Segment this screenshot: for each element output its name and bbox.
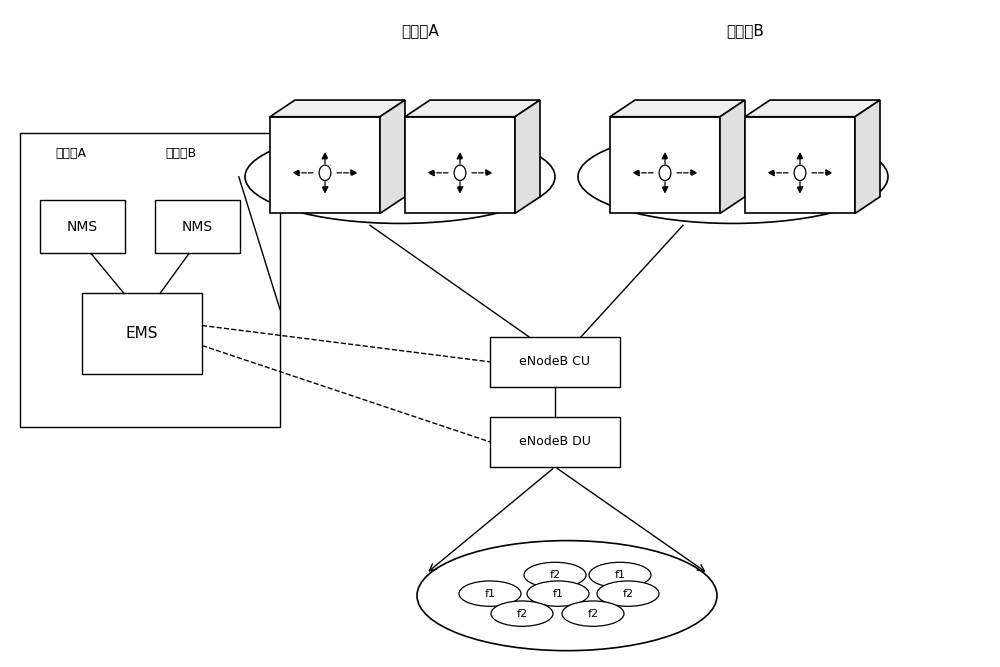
Text: NMS: NMS xyxy=(67,220,98,233)
Ellipse shape xyxy=(491,601,553,626)
Text: 运营商B: 运营商B xyxy=(726,23,764,38)
Text: f1: f1 xyxy=(484,589,496,598)
Bar xyxy=(82,293,202,374)
Text: NMS: NMS xyxy=(182,220,213,233)
Text: f1: f1 xyxy=(552,589,564,598)
Bar xyxy=(490,417,620,467)
Text: f1: f1 xyxy=(614,570,626,580)
Ellipse shape xyxy=(527,581,589,606)
Bar xyxy=(20,133,280,427)
Ellipse shape xyxy=(597,581,659,606)
Text: 运营商A: 运营商A xyxy=(401,23,439,38)
Text: 运营商B: 运营商B xyxy=(165,147,196,159)
Ellipse shape xyxy=(524,562,586,588)
Polygon shape xyxy=(380,100,405,213)
Text: f2: f2 xyxy=(516,609,528,618)
Bar xyxy=(155,200,240,253)
Polygon shape xyxy=(745,117,855,213)
Text: f2: f2 xyxy=(587,609,599,618)
Ellipse shape xyxy=(459,581,521,606)
Text: f2: f2 xyxy=(622,589,634,598)
Polygon shape xyxy=(855,100,880,213)
Text: eNodeB CU: eNodeB CU xyxy=(519,356,590,368)
Polygon shape xyxy=(720,100,745,213)
Text: f2: f2 xyxy=(549,570,561,580)
Bar xyxy=(490,337,620,387)
Polygon shape xyxy=(610,100,745,117)
Polygon shape xyxy=(745,100,880,117)
Bar xyxy=(40,200,125,253)
Text: eNodeB DU: eNodeB DU xyxy=(519,436,591,448)
Ellipse shape xyxy=(589,562,651,588)
Text: EMS: EMS xyxy=(126,326,158,341)
Polygon shape xyxy=(405,100,540,117)
Polygon shape xyxy=(270,117,380,213)
Polygon shape xyxy=(405,117,515,213)
Polygon shape xyxy=(515,100,540,213)
Polygon shape xyxy=(610,117,720,213)
Text: 运营商A: 运营商A xyxy=(55,147,86,159)
Polygon shape xyxy=(270,100,405,117)
Ellipse shape xyxy=(562,601,624,626)
